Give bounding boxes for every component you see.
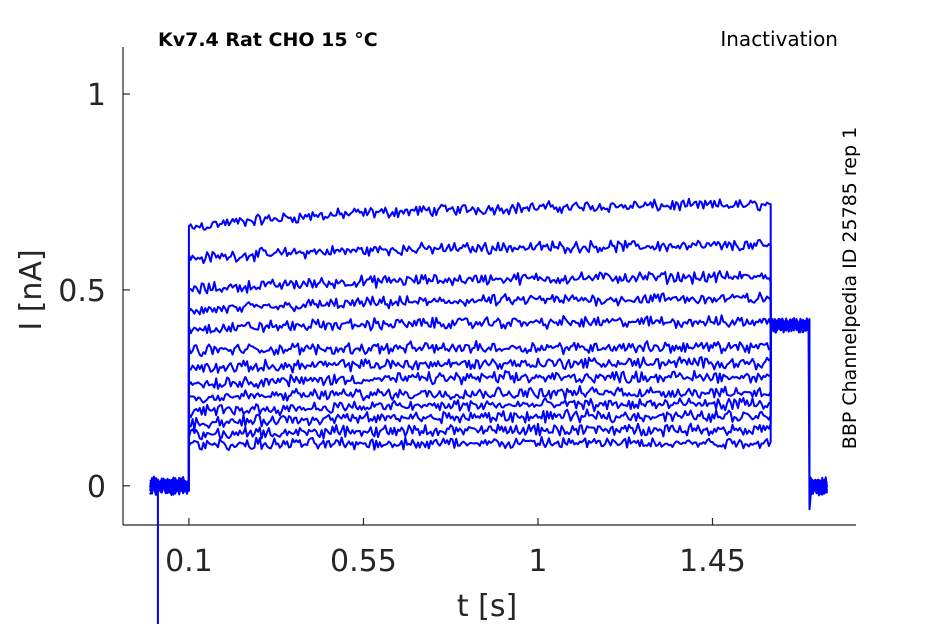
- trace-13: [149, 318, 828, 495]
- trace-4: [149, 291, 828, 495]
- x-tick-label: 0.55: [330, 544, 397, 579]
- trace-12: [149, 317, 828, 496]
- y-tick-label: 0.5: [58, 274, 106, 309]
- x-tick-label: 1.45: [679, 544, 746, 579]
- y-tick-label: 1: [87, 78, 106, 113]
- trace-3: [149, 270, 828, 494]
- trace-5: [149, 314, 828, 496]
- trace-1: [149, 197, 828, 494]
- x-ticks: 0.1 0.55 1 1.45: [165, 518, 746, 579]
- y-axis-title: I [nA]: [14, 249, 49, 330]
- side-note: BBP Channelpedia ID 25785 rep 1: [839, 127, 861, 449]
- trace-11: [149, 318, 828, 495]
- trace-group: [149, 197, 828, 624]
- trace-7: [149, 318, 828, 495]
- y-ticks: 00.51: [58, 78, 130, 505]
- y-tick-label: 0: [87, 470, 106, 505]
- trace-8: [149, 317, 828, 494]
- x-tick-label: 0.1: [165, 544, 213, 579]
- offset-transient: [807, 325, 813, 511]
- x-tick-label: 1: [528, 544, 547, 579]
- trace-6: [149, 317, 828, 497]
- trace-10: [149, 317, 828, 496]
- trace-2: [149, 238, 828, 496]
- chart-title-right: Inactivation: [720, 27, 838, 51]
- x-axis-title: t [s]: [457, 589, 517, 624]
- trace-9: [149, 318, 828, 495]
- chart-title-left: Kv7.4 Rat CHO 15 °C: [158, 29, 378, 51]
